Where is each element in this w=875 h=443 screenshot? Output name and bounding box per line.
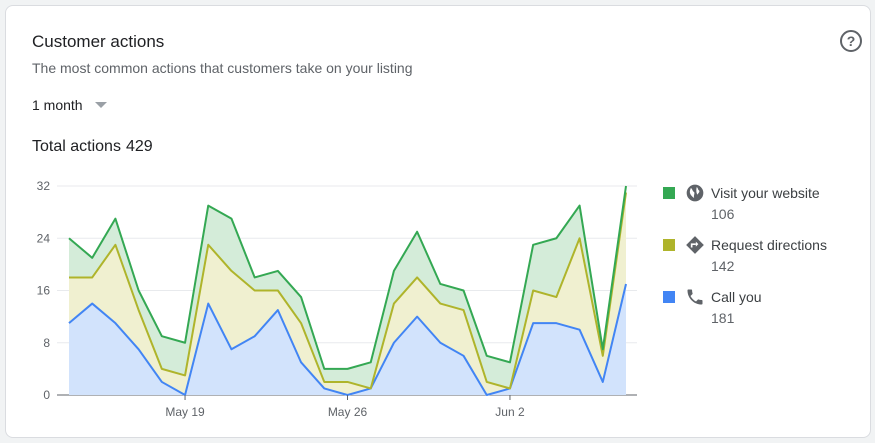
series-area-website bbox=[69, 186, 626, 389]
period-dropdown[interactable]: 1 month bbox=[32, 97, 107, 113]
total-actions: Total actions 429 bbox=[32, 138, 153, 156]
legend-name-calls: Call you bbox=[711, 289, 762, 305]
legend-name-directions: Request directions bbox=[711, 237, 827, 253]
period-label: 1 month bbox=[32, 97, 83, 113]
y-tick-label: 16 bbox=[37, 284, 51, 298]
caret-down-icon bbox=[94, 102, 107, 108]
directions-icon bbox=[686, 236, 704, 254]
legend-value-calls: 181 bbox=[711, 310, 735, 326]
legend-swatch-website bbox=[663, 187, 675, 199]
legend-value-directions: 142 bbox=[711, 258, 735, 274]
x-tick-label: May 19 bbox=[165, 405, 205, 419]
series-line-website bbox=[68, 185, 627, 370]
legend-swatch-directions bbox=[663, 239, 675, 251]
card-title: Customer actions bbox=[32, 32, 165, 51]
total-actions-label: Total actions bbox=[32, 138, 121, 155]
phone-icon bbox=[687, 289, 703, 305]
globe-icon bbox=[686, 184, 704, 202]
help-circle-icon[interactable]: ? bbox=[840, 30, 862, 52]
x-tick-label: Jun 2 bbox=[495, 405, 525, 419]
x-tick-label: May 26 bbox=[328, 405, 368, 419]
y-tick-label: 24 bbox=[37, 231, 51, 245]
y-tick-label: 32 bbox=[37, 179, 51, 193]
legend-value-website: 106 bbox=[711, 206, 735, 222]
card-subtitle: The most common actions that customers t… bbox=[32, 60, 413, 76]
series-area-calls bbox=[69, 283, 626, 395]
series-line-directions bbox=[69, 192, 627, 390]
legend-swatch-calls bbox=[663, 291, 675, 303]
total-actions-value: 429 bbox=[125, 138, 153, 155]
y-tick-label: 0 bbox=[43, 388, 50, 402]
legend-name-website: Visit your website bbox=[711, 185, 820, 201]
y-tick-label: 8 bbox=[43, 336, 50, 350]
